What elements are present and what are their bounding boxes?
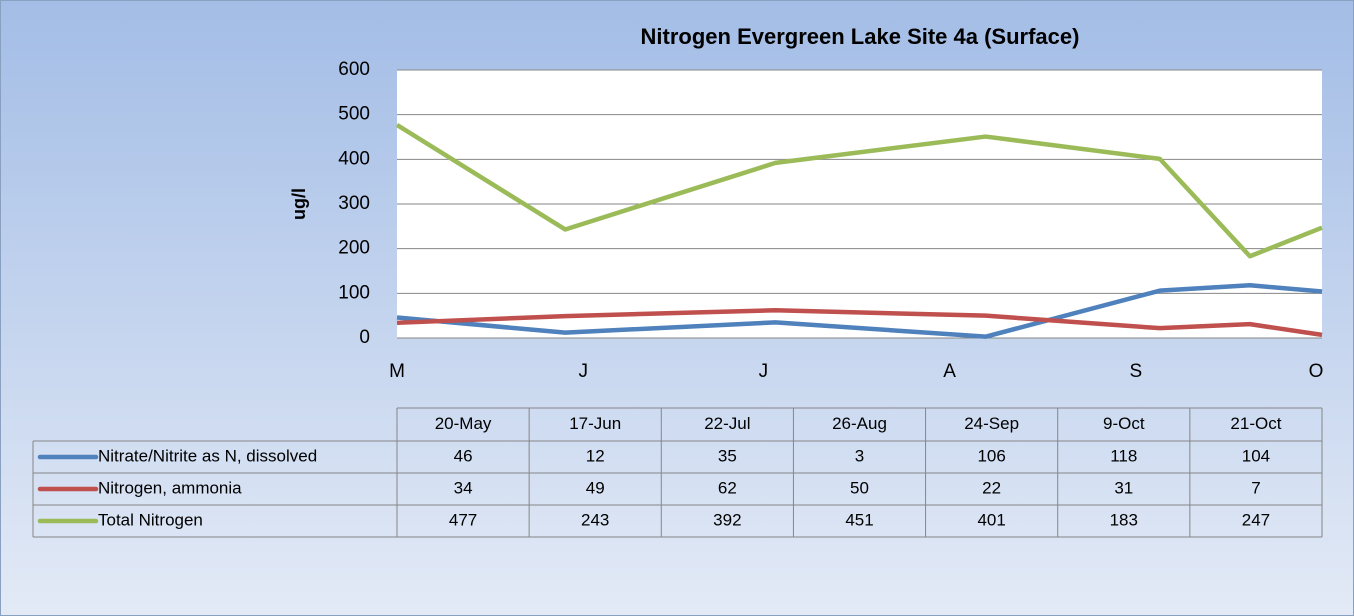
- table-cell: 401: [977, 510, 1005, 529]
- table-cell: 118: [1110, 446, 1137, 465]
- table-header: 9-Oct: [1103, 414, 1145, 433]
- table-cell: 7: [1251, 478, 1260, 497]
- table-cell: 392: [713, 510, 741, 529]
- legend-label: Total Nitrogen: [98, 510, 203, 529]
- series-line: [396, 283, 1323, 339]
- y-tick-label: 500: [338, 104, 370, 125]
- x-tick-label: J: [759, 361, 769, 382]
- table-cell: 35: [718, 446, 737, 465]
- table-header: 24-Sep: [964, 414, 1019, 433]
- y-tick-label: 0: [359, 327, 370, 348]
- x-tick-label: S: [1129, 361, 1142, 382]
- table-cell: 46: [454, 446, 473, 465]
- table-cell: 247: [1242, 510, 1270, 529]
- y-axis-label: ug/l: [289, 188, 309, 220]
- table-header: 21-Oct: [1230, 414, 1281, 433]
- series-line: [396, 308, 1323, 338]
- table-cell: 22: [982, 478, 1001, 497]
- table-cell: 477: [449, 510, 477, 529]
- table-cell: 62: [718, 478, 737, 497]
- table-cell: 183: [1110, 510, 1138, 529]
- table-cell: 34: [454, 478, 473, 497]
- table-header: 22-Jul: [704, 414, 750, 433]
- table-header: 20-May: [435, 414, 492, 433]
- table-cell: 50: [850, 478, 869, 497]
- table-cell: 106: [977, 446, 1005, 465]
- table-header: 26-Aug: [832, 414, 887, 433]
- y-tick-label: 300: [338, 193, 370, 214]
- table-cell: 3: [855, 446, 864, 465]
- x-tick-label: J: [578, 361, 588, 382]
- x-tick-label: A: [943, 361, 956, 382]
- y-tick-label: 100: [338, 282, 370, 303]
- chart-title: Nitrogen Evergreen Lake Site 4a (Surface…: [641, 24, 1080, 49]
- y-tick-label: 200: [338, 238, 370, 259]
- y-tick-label: 400: [338, 148, 370, 169]
- table-cell: 451: [845, 510, 873, 529]
- y-tick-label: 600: [338, 59, 370, 80]
- x-tick-label: O: [1309, 361, 1324, 382]
- table-cell: 49: [586, 478, 605, 497]
- table-cell: 243: [581, 510, 609, 529]
- table-header: 17-Jun: [569, 414, 621, 433]
- legend-label: Nitrogen, ammonia: [98, 478, 242, 497]
- x-tick-label: M: [389, 361, 405, 382]
- table-cell: 12: [586, 446, 605, 465]
- legend-label: Nitrate/Nitrite as N, dissolved: [98, 446, 317, 465]
- table-cell: 31: [1114, 478, 1133, 497]
- series-line: [395, 123, 1323, 259]
- table-cell: 104: [1242, 446, 1270, 465]
